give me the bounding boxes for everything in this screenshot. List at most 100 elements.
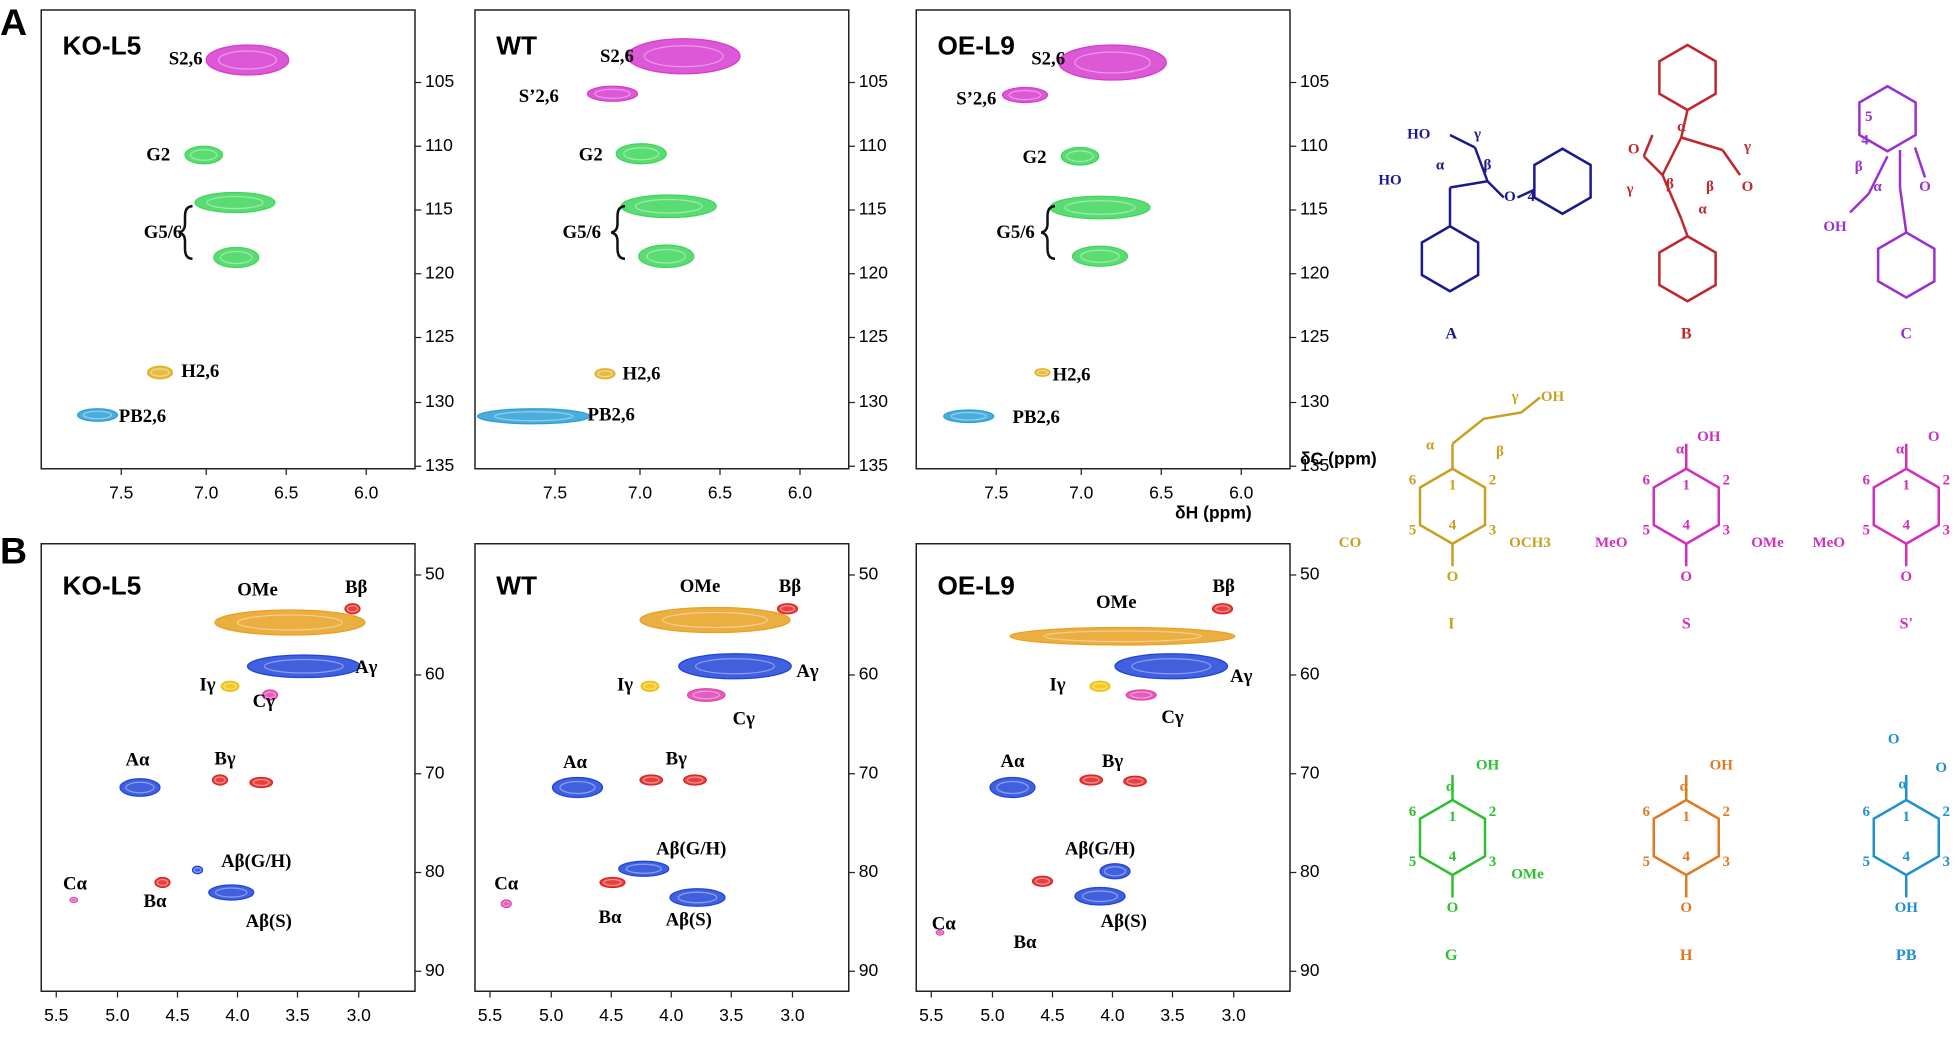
y-tick-label: 135 (425, 455, 454, 475)
x-tick-label: 7.5 (984, 482, 1008, 502)
atom-label: OH (1895, 900, 1919, 916)
atom-label: 4 (1903, 849, 1911, 865)
atom-label: α (1446, 779, 1455, 795)
structure: Iγ OH α β 1 2 3 4 5 6 OCH3 CO O (1339, 389, 1565, 633)
bond (1913, 147, 1927, 178)
peak-label: Aα (563, 752, 588, 773)
contour-line (1064, 200, 1136, 215)
contour (246, 654, 361, 679)
contour (184, 145, 224, 165)
contour-line (193, 867, 202, 873)
peak-label: Cγ (253, 691, 276, 712)
atom-label: β (1484, 158, 1492, 174)
plot-frame (915, 542, 1291, 992)
contour (618, 860, 670, 877)
contour-line (1008, 89, 1042, 101)
peak-label: Cα (932, 913, 957, 934)
contour (1125, 689, 1157, 701)
peak-label: PB2,6 (119, 406, 166, 427)
x-tick-label: 3.5 (1160, 1005, 1184, 1025)
atom-label: 4 (1528, 189, 1536, 205)
contour (594, 368, 616, 380)
contour (146, 365, 174, 380)
atom-label: 1 (1683, 809, 1691, 825)
atom-label: OH (1710, 758, 1734, 774)
y-tick-label: 70 (425, 762, 445, 782)
bond (1867, 155, 1889, 195)
atom-label: β (1496, 444, 1504, 460)
structure-label: B (1681, 325, 1692, 343)
y-tick-label: 60 (1300, 664, 1320, 684)
atom-label: α (1680, 779, 1689, 795)
contour (76, 408, 119, 422)
atom-label: OH (1823, 219, 1847, 235)
brace (1040, 204, 1056, 260)
x-tick-label: 7.5 (109, 482, 133, 502)
atom-label: 5 (1409, 854, 1417, 870)
peak-label: Aα (1000, 751, 1025, 772)
atom-label: γ (1625, 181, 1633, 197)
atom-label: 3 (1943, 854, 1951, 870)
spectrum-plot: 5.5 5.0 4.5 4.0 3.5 3.0 50 60 70 80 90 OE-L9 OMe Bβ Aγ… (915, 542, 1320, 1025)
contour-line (936, 930, 944, 935)
x-tick-label: 7.0 (628, 482, 653, 502)
contour (639, 606, 791, 634)
plot-frame (40, 9, 416, 470)
contour-line (82, 410, 113, 420)
peak-label: OMe (680, 576, 721, 597)
x-tick-label: 5.0 (539, 1005, 564, 1025)
contour-line (150, 368, 170, 377)
peak-label: Iγ (617, 675, 633, 696)
spectrum-plot: 7.5 7.0 6.5 6.0 105 110 115 120 125 130 135 OE-L9 S2… (915, 9, 1329, 502)
ring (1658, 234, 1717, 303)
brace (178, 204, 193, 260)
contour-line (695, 658, 776, 675)
peak-label: G5/6 (996, 222, 1035, 243)
panel-letter: A (0, 1, 27, 43)
atom-label: 2 (1489, 804, 1497, 820)
atom-label: 6 (1863, 473, 1871, 489)
structure-label: S (1682, 615, 1691, 633)
bond (1680, 136, 1723, 152)
atom-label: 4 (1903, 518, 1911, 534)
contour (683, 774, 707, 786)
y-tick-label: 125 (425, 326, 454, 346)
atom-label: O (1504, 189, 1516, 205)
contour (220, 680, 240, 692)
contour (208, 884, 255, 901)
atom-label: α (1677, 119, 1686, 135)
contour (1060, 146, 1100, 166)
plot-title: WT (496, 30, 537, 60)
atom-label: O (1888, 731, 1900, 747)
contour (640, 680, 660, 692)
contour-line (603, 878, 622, 887)
x-tick-label: 3.0 (347, 1005, 372, 1025)
peak-label: Aβ(G/H) (656, 838, 726, 859)
x-tick-label: 5.5 (919, 1005, 943, 1025)
contour (261, 689, 279, 701)
contour (1074, 886, 1126, 906)
contour-line (642, 776, 660, 784)
x-tick-label: 5.0 (980, 1005, 1005, 1025)
peak-label: G2 (1023, 147, 1047, 168)
atom-label: O (1900, 569, 1912, 585)
atom-label: OH (1697, 429, 1721, 445)
contour-line (634, 198, 703, 214)
atom-label: 1 (1683, 478, 1691, 494)
peak-label: Bγ (1102, 751, 1124, 772)
peak-label: Cγ (733, 708, 756, 729)
y-tick-label: 120 (425, 262, 454, 282)
y-tick-label: 50 (1300, 564, 1320, 584)
y-tick-label: 80 (425, 861, 445, 881)
atom-label: 5 (1863, 523, 1871, 539)
atom-label: 3 (1723, 854, 1731, 870)
peak-label: G5/6 (144, 222, 183, 243)
y-tick-label: 60 (425, 664, 445, 684)
bond (1451, 396, 1541, 445)
contour-line (1103, 866, 1127, 877)
contour (1099, 863, 1131, 880)
contour-line (346, 605, 359, 613)
contour-line (661, 611, 769, 629)
atom-label: HO (1378, 173, 1401, 189)
